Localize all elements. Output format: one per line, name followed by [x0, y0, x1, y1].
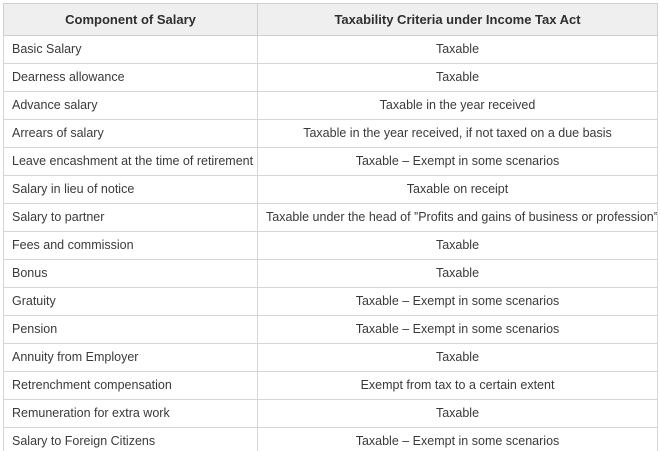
component-cell: Leave encashment at the time of retireme… — [3, 147, 258, 176]
header-component-of-salary: Component of Salary — [3, 3, 258, 36]
taxability-cell: Taxable — [257, 399, 658, 428]
component-cell: Salary in lieu of notice — [3, 175, 258, 204]
component-cell: Bonus — [3, 259, 258, 288]
component-cell: Salary to Foreign Citizens — [3, 427, 258, 451]
component-cell: Salary to partner — [3, 203, 258, 232]
taxability-cell: Taxable on receipt — [257, 175, 658, 204]
taxability-cell: Taxable under the head of ”Profits and g… — [257, 203, 658, 232]
taxability-cell: Taxable — [257, 231, 658, 260]
taxability-cell: Taxable – Exempt in some scenarios — [257, 147, 658, 176]
table-header: Component of Salary Taxability Criteria … — [3, 3, 658, 36]
table-row: Arrears of salary Taxable in the year re… — [3, 119, 658, 148]
table-row: Dearness allowance Taxable — [3, 63, 658, 92]
taxability-cell: Taxable — [257, 63, 658, 92]
taxability-cell: Taxable – Exempt in some scenarios — [257, 315, 658, 344]
taxability-cell: Taxable — [257, 259, 658, 288]
table-row: Fees and commission Taxable — [3, 231, 658, 260]
taxability-cell: Taxable in the year received, if not tax… — [257, 119, 658, 148]
component-cell: Dearness allowance — [3, 63, 258, 92]
component-cell: Arrears of salary — [3, 119, 258, 148]
table-row: Salary in lieu of notice Taxable on rece… — [3, 175, 658, 204]
table-row: Advance salary Taxable in the year recei… — [3, 91, 658, 120]
taxability-cell: Taxable – Exempt in some scenarios — [257, 287, 658, 316]
salary-taxability-table: Component of Salary Taxability Criteria … — [3, 3, 658, 451]
header-row: Component of Salary Taxability Criteria … — [3, 3, 658, 36]
table-row: Salary to partner Taxable under the head… — [3, 203, 658, 232]
component-cell: Remuneration for extra work — [3, 399, 258, 428]
table-row: Annuity from Employer Taxable — [3, 343, 658, 372]
taxability-cell: Taxable — [257, 343, 658, 372]
component-cell: Fees and commission — [3, 231, 258, 260]
table-row: Salary to Foreign Citizens Taxable – Exe… — [3, 427, 658, 451]
table-row: Basic Salary Taxable — [3, 35, 658, 64]
component-cell: Pension — [3, 315, 258, 344]
table-body: Basic Salary Taxable Dearness allowance … — [3, 35, 658, 451]
component-cell: Annuity from Employer — [3, 343, 258, 372]
table-row: Retrenchment compensation Exempt from ta… — [3, 371, 658, 400]
component-cell: Advance salary — [3, 91, 258, 120]
header-taxability-criteria: Taxability Criteria under Income Tax Act — [257, 3, 658, 36]
table-row: Bonus Taxable — [3, 259, 658, 288]
taxability-cell: Taxable — [257, 35, 658, 64]
taxability-cell: Taxable – Exempt in some scenarios — [257, 427, 658, 451]
taxability-cell: Exempt from tax to a certain extent — [257, 371, 658, 400]
component-cell: Basic Salary — [3, 35, 258, 64]
table-row: Gratuity Taxable – Exempt in some scenar… — [3, 287, 658, 316]
table-row: Pension Taxable – Exempt in some scenari… — [3, 315, 658, 344]
table-row: Leave encashment at the time of retireme… — [3, 147, 658, 176]
component-cell: Retrenchment compensation — [3, 371, 258, 400]
component-cell: Gratuity — [3, 287, 258, 316]
taxability-cell: Taxable in the year received — [257, 91, 658, 120]
table-row: Remuneration for extra work Taxable — [3, 399, 658, 428]
